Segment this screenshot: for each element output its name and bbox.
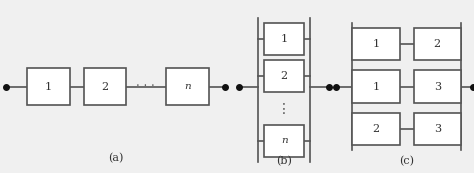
Text: 2: 2 bbox=[101, 81, 109, 92]
Bar bbox=[414, 28, 461, 60]
Bar bbox=[264, 23, 304, 55]
Bar bbox=[414, 113, 461, 145]
Text: ⋮: ⋮ bbox=[277, 102, 291, 116]
Bar bbox=[264, 60, 304, 92]
Bar bbox=[264, 125, 304, 157]
Text: 3: 3 bbox=[434, 124, 441, 134]
Text: · · ·: · · · bbox=[136, 80, 155, 93]
Text: n: n bbox=[184, 82, 191, 91]
Text: 2: 2 bbox=[373, 124, 380, 134]
Bar bbox=[27, 68, 70, 105]
Text: (c): (c) bbox=[399, 156, 414, 167]
Text: 1: 1 bbox=[373, 39, 380, 49]
Text: (b): (b) bbox=[276, 156, 292, 167]
Bar bbox=[353, 113, 400, 145]
Text: n: n bbox=[281, 136, 287, 145]
Text: 1: 1 bbox=[281, 34, 288, 44]
Text: (a): (a) bbox=[108, 153, 123, 163]
Bar bbox=[353, 28, 400, 60]
Text: 1: 1 bbox=[373, 81, 380, 92]
Bar bbox=[166, 68, 209, 105]
Bar bbox=[414, 70, 461, 103]
Text: 2: 2 bbox=[281, 71, 288, 81]
Text: 1: 1 bbox=[45, 81, 52, 92]
Bar bbox=[84, 68, 126, 105]
Text: 2: 2 bbox=[434, 39, 441, 49]
Text: 3: 3 bbox=[434, 81, 441, 92]
Bar bbox=[353, 70, 400, 103]
